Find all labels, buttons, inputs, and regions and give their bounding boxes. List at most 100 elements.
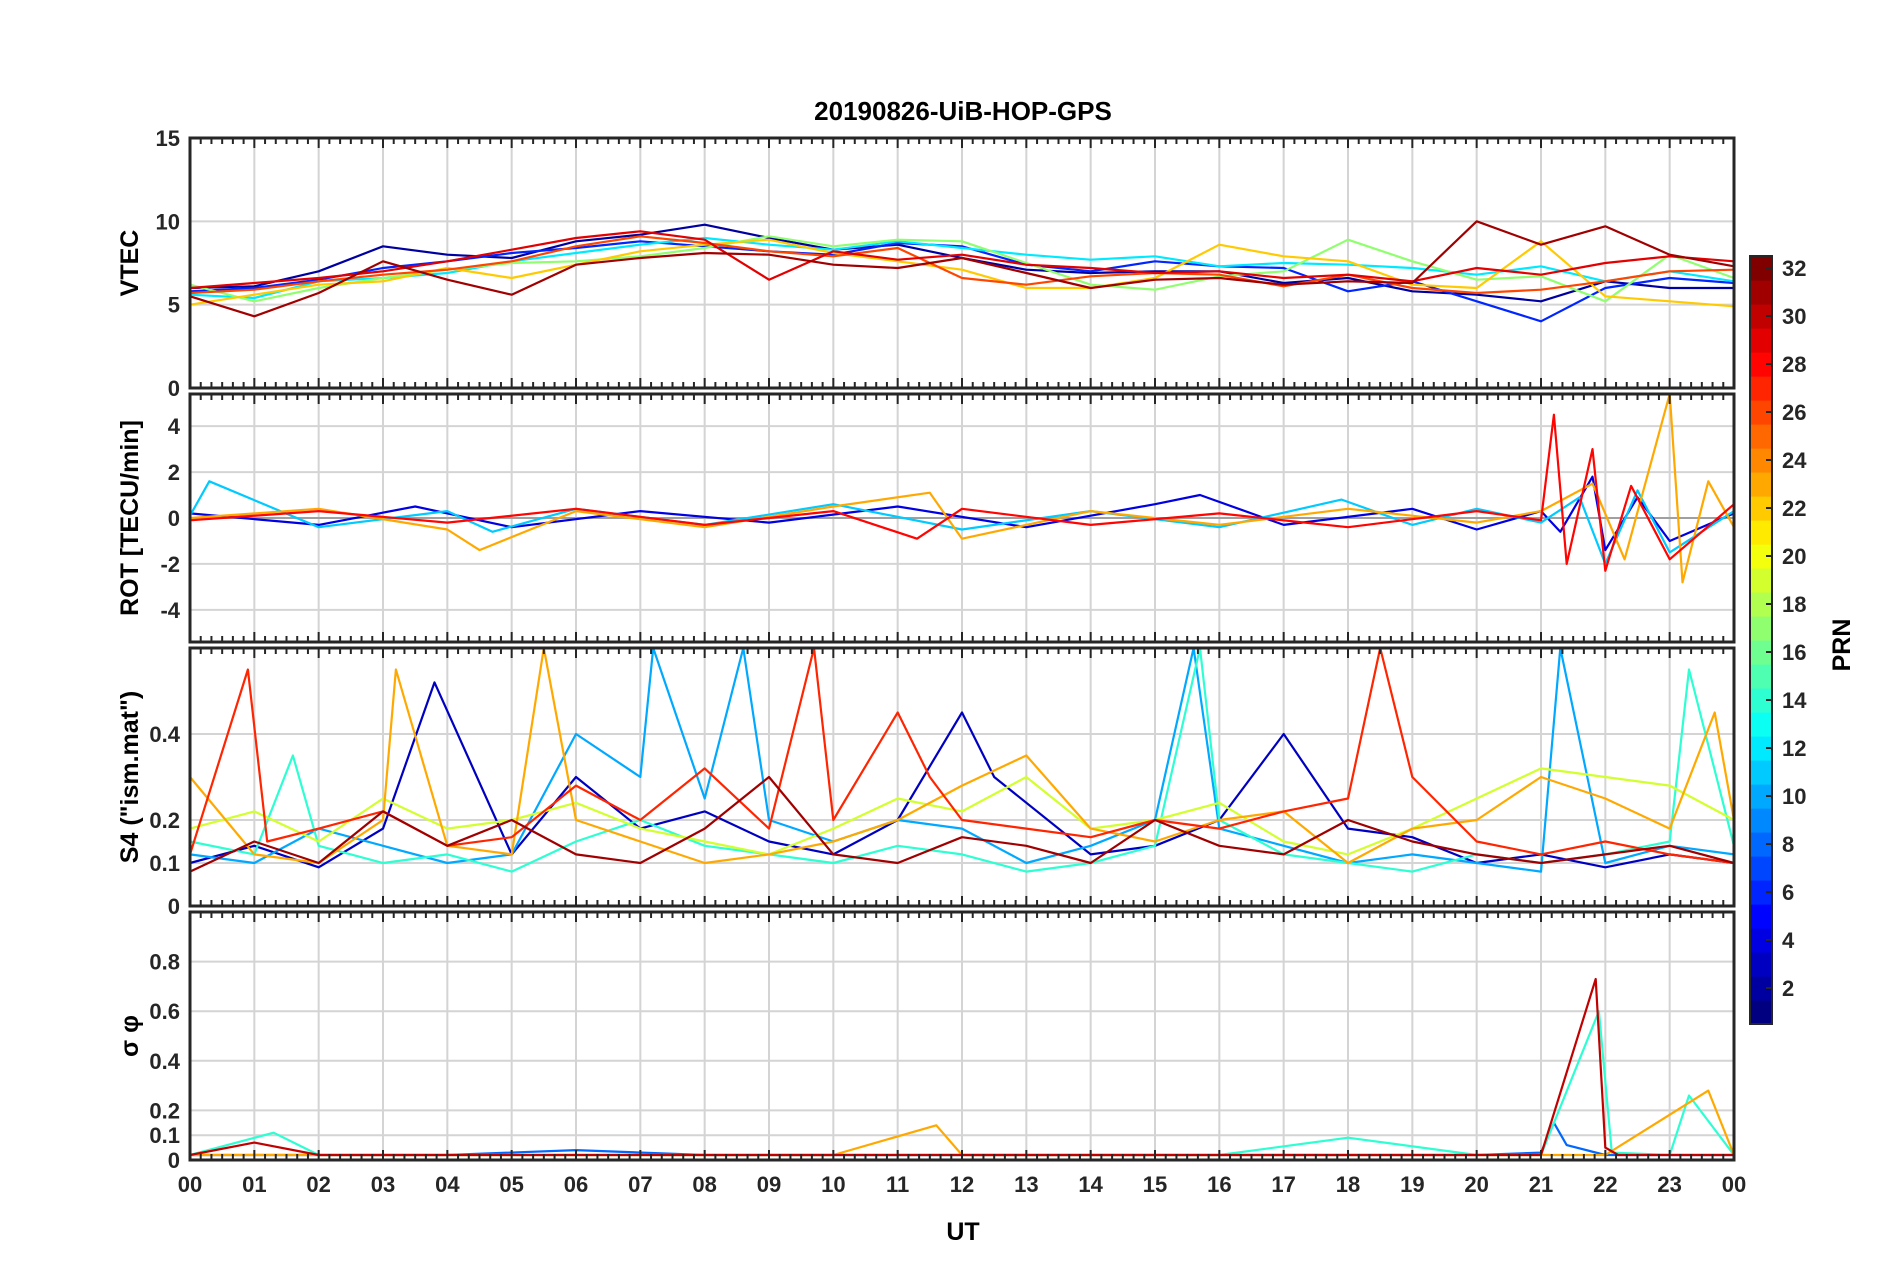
series-line-prn-26 xyxy=(189,235,1735,295)
x-tick-label: 16 xyxy=(1207,1172,1231,1197)
colorbar-swatch xyxy=(1750,1000,1772,1025)
colorbar-swatch xyxy=(1750,376,1772,401)
series-line-prn-4 xyxy=(189,475,1735,552)
colorbar-tick-label: 18 xyxy=(1782,592,1806,617)
figure-title: 20190826-UiB-HOP-GPS xyxy=(814,96,1112,126)
x-tick-label: 15 xyxy=(1143,1172,1167,1197)
colorbar-tick-label: 26 xyxy=(1782,400,1806,425)
colorbar-swatch xyxy=(1750,352,1772,377)
colorbar-swatch xyxy=(1750,616,1772,641)
colorbar-tick-label: 28 xyxy=(1782,352,1806,377)
y-tick-label: 0.2 xyxy=(149,808,180,833)
x-tick-label: 10 xyxy=(821,1172,845,1197)
colorbar-tick-label: 12 xyxy=(1782,736,1806,761)
y-tick-label: 10 xyxy=(156,209,180,234)
colorbar-swatch xyxy=(1750,712,1772,737)
series-line-prn-28 xyxy=(189,413,1735,572)
series-line-prn-23 xyxy=(189,392,1735,584)
colorbar-swatch xyxy=(1750,904,1772,929)
panel-sigma_phi: 00.10.2 0.4 0.6 0.8 σ φ xyxy=(116,910,1736,1173)
colorbar-swatch xyxy=(1750,592,1772,617)
y-tick-label: 0.2 xyxy=(149,1098,180,1123)
y-tick-label: 0 xyxy=(168,506,180,531)
y-tick-label: 2 xyxy=(168,460,180,485)
colorbar-swatch xyxy=(1750,472,1772,497)
x-tick-label: 19 xyxy=(1400,1172,1424,1197)
colorbar-swatch xyxy=(1750,664,1772,689)
y-tick-label: 0.8 xyxy=(149,950,180,975)
colorbar-swatch xyxy=(1750,256,1772,281)
series-line-prn-31 xyxy=(189,220,1735,318)
y-tick-label: -4 xyxy=(160,598,180,623)
series-line-prn-29 xyxy=(189,230,1735,290)
colorbar-swatch xyxy=(1750,952,1772,977)
colorbar-tick-label: 14 xyxy=(1782,688,1807,713)
x-tick-label: 09 xyxy=(757,1172,781,1197)
colorbar-tick-label: 10 xyxy=(1782,784,1806,809)
colorbar-tick-label: 30 xyxy=(1782,304,1806,329)
y-tick-label: -2 xyxy=(160,552,180,577)
y-axis-label: S4 ("ism.mat") xyxy=(116,691,144,863)
colorbar-swatch xyxy=(1750,448,1772,473)
colorbar-swatch xyxy=(1750,280,1772,305)
y-tick-label: 0 xyxy=(168,894,180,919)
colorbar-swatch xyxy=(1750,304,1772,329)
x-tick-label: 21 xyxy=(1529,1172,1553,1197)
x-tick-label: 12 xyxy=(950,1172,974,1197)
colorbar-tick-label: 32 xyxy=(1782,256,1806,281)
x-tick-label: 11 xyxy=(886,1172,909,1197)
x-tick-label: 01 xyxy=(242,1172,266,1197)
y-axis-label: ROT [TECU/min] xyxy=(116,420,144,616)
x-tick-label: 00 xyxy=(178,1172,202,1197)
series-line-prn-23 xyxy=(189,646,1736,865)
x-tick-label: 17 xyxy=(1271,1172,1295,1197)
x-tick-label: 13 xyxy=(1014,1172,1038,1197)
panel-s4: 0 0.1 0.2 0.4S4 ("ism.mat") xyxy=(116,646,1736,919)
colorbar-tick-label: 24 xyxy=(1782,448,1807,473)
y-tick-label: 0.1 xyxy=(149,1123,180,1148)
y-tick-label: 5 xyxy=(168,293,180,318)
x-tick-label: 02 xyxy=(306,1172,330,1197)
colorbar-swatch xyxy=(1750,928,1772,953)
colorbar-swatch xyxy=(1750,328,1772,353)
x-tick-labels: 00 01 02 03 04 05 06 07 08 09 10 11 12 13 14 15 16 17 18 19… xyxy=(178,1172,1746,1197)
x-tick-label: 22 xyxy=(1593,1172,1617,1197)
x-tick-label: 07 xyxy=(628,1172,652,1197)
colorbar-tick-label: 4 xyxy=(1782,928,1795,953)
colorbar-swatch xyxy=(1750,856,1772,881)
y-tick-label: 15 xyxy=(156,126,180,151)
colorbar-swatch xyxy=(1750,424,1772,449)
y-tick-label: 4 xyxy=(168,414,181,439)
y-tick-label: 0 xyxy=(168,1148,180,1173)
colorbar-swatch xyxy=(1750,520,1772,545)
colorbar-swatch xyxy=(1750,736,1772,761)
y-tick-label: 0.4 xyxy=(149,1049,180,1074)
colorbar-swatch xyxy=(1750,880,1772,905)
colorbar-label: PRN xyxy=(1828,619,1856,672)
colorbar-swatch xyxy=(1750,832,1772,857)
y-axis-label: σ φ xyxy=(116,1015,144,1057)
colorbar-tick-label: 20 xyxy=(1782,544,1806,569)
panel-rot: -4 -2 0 2 4 ROT [TECU/min] xyxy=(116,392,1736,644)
colorbar-tick-label: 6 xyxy=(1782,880,1794,905)
colorbar-swatch xyxy=(1750,976,1772,1001)
colorbar-swatch xyxy=(1750,640,1772,665)
series-line-prn-12 xyxy=(189,236,1735,300)
colorbar-swatch xyxy=(1750,496,1772,521)
y-axis-label: VTEC xyxy=(116,230,144,297)
colorbar-tick-label: 16 xyxy=(1782,640,1806,665)
x-tick-label: 04 xyxy=(435,1172,460,1197)
x-tick-label: 05 xyxy=(499,1172,523,1197)
x-tick-label: 06 xyxy=(564,1172,588,1197)
x-tick-label: 18 xyxy=(1336,1172,1360,1197)
colorbar-swatch xyxy=(1750,544,1772,569)
y-tick-label: 0.4 xyxy=(149,722,180,747)
x-tick-label: 08 xyxy=(692,1172,716,1197)
y-tick-label: 0 xyxy=(168,376,180,401)
colorbar-swatch xyxy=(1750,808,1772,833)
x-tick-label: 00 xyxy=(1722,1172,1746,1197)
x-axis-label: UT xyxy=(946,1218,979,1246)
